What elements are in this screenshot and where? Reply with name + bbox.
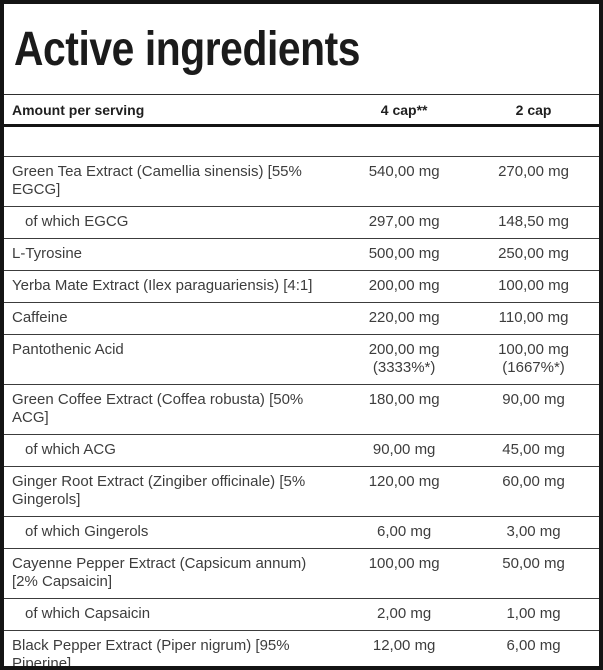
ingredient-name: Cayenne Pepper Extract (Capsicum annum) …: [4, 548, 341, 599]
amount-4cap: 200,00 mg (3333%*): [340, 334, 469, 385]
ingredient-row: Yerba Mate Extract (Ilex paraguariensis)…: [4, 270, 599, 303]
amount-2cap: 50,00 mg: [468, 548, 599, 599]
col-header-4cap: 4 cap**: [340, 94, 469, 127]
ingredient-row: of which Gingerols 6,00 mg 3,00 mg: [4, 516, 599, 549]
table-header-row: Amount per serving 4 cap** 2 cap: [4, 94, 599, 127]
amount-4cap: 297,00 mg: [340, 206, 469, 239]
amount-4cap: 6,00 mg: [340, 516, 469, 549]
ingredient-name: Black Pepper Extract (Piper nigrum) [95%…: [4, 630, 341, 666]
ingredient-row: of which ACG 90,00 mg 45,00 mg: [4, 434, 599, 467]
amount-4cap: 180,00 mg: [340, 384, 469, 435]
ingredient-row: Black Pepper Extract (Piper nigrum) [95%…: [4, 630, 599, 666]
amount-4cap: 2,00 mg: [340, 598, 469, 631]
amount-4cap: 90,00 mg: [340, 434, 469, 467]
ingredient-name: of which ACG: [4, 434, 341, 467]
ingredient-row: Pantothenic Acid 200,00 mg (3333%*) 100,0…: [4, 334, 599, 385]
amount-2cap: 45,00 mg: [468, 434, 599, 467]
ingredient-name: of which EGCG: [4, 206, 341, 239]
col-header-2cap: 2 cap: [468, 94, 599, 127]
ingredients-table: Amount per serving 4 cap** 2 cap Green T…: [4, 94, 599, 666]
amount-2cap: 1,00 mg: [468, 598, 599, 631]
ingredient-name: L-Tyrosine: [4, 238, 341, 271]
amount-4cap: 120,00 mg: [340, 466, 469, 517]
ingredient-name: Green Tea Extract (Camellia sinensis) [5…: [4, 156, 341, 207]
ingredient-row: Cayenne Pepper Extract (Capsicum annum) …: [4, 548, 599, 599]
amount-4cap: 12,00 mg: [340, 630, 469, 666]
amount-4cap: 100,00 mg: [340, 548, 469, 599]
ingredient-name: of which Gingerols: [4, 516, 341, 549]
amount-4cap: 200,00 mg: [340, 270, 469, 303]
amount-2cap: 148,50 mg: [468, 206, 599, 239]
ingredient-name: Caffeine: [4, 302, 341, 335]
amount-2cap: 60,00 mg: [468, 466, 599, 517]
ingredient-row: Green Tea Extract (Camellia sinensis) [5…: [4, 156, 599, 207]
col-header-amount-per-serving: Amount per serving: [4, 94, 341, 127]
ingredient-row: Green Coffee Extract (Coffea robusta) [5…: [4, 384, 599, 435]
amount-2cap: 3,00 mg: [468, 516, 599, 549]
amount-4cap: 540,00 mg: [340, 156, 469, 207]
ingredient-name: Yerba Mate Extract (Ilex paraguariensis)…: [4, 270, 341, 303]
ingredient-row: Caffeine 220,00 mg 110,00 mg: [4, 302, 599, 335]
spacer-cell: [4, 125, 599, 157]
amount-4cap: 220,00 mg: [340, 302, 469, 335]
page-title: Active ingredients: [14, 23, 361, 76]
ingredient-row: Ginger Root Extract (Zingiber officinale…: [4, 466, 599, 517]
ingredients-table-body: Green Tea Extract (Camellia sinensis) [5…: [4, 156, 599, 666]
amount-2cap: 100,00 mg: [468, 270, 599, 303]
amount-4cap: 500,00 mg: [340, 238, 469, 271]
amount-2cap: 270,00 mg: [468, 156, 599, 207]
spacer-row: [4, 125, 599, 157]
ingredient-row: L-Tyrosine 500,00 mg 250,00 mg: [4, 238, 599, 271]
ingredient-name: Pantothenic Acid: [4, 334, 341, 385]
amount-2cap: 250,00 mg: [468, 238, 599, 271]
ingredient-row: of which Capsaicin 2,00 mg 1,00 mg: [4, 598, 599, 631]
ingredient-name: Ginger Root Extract (Zingiber officinale…: [4, 466, 341, 517]
amount-2cap: 100,00 mg (1667%*): [468, 334, 599, 385]
amount-2cap: 110,00 mg: [468, 302, 599, 335]
amount-2cap: 6,00 mg: [468, 630, 599, 666]
panel-title-section: Active ingredients: [4, 4, 599, 94]
amount-2cap: 90,00 mg: [468, 384, 599, 435]
ingredient-row: of which EGCG 297,00 mg 148,50 mg: [4, 206, 599, 239]
ingredient-name: of which Capsaicin: [4, 598, 341, 631]
ingredient-name: Green Coffee Extract (Coffea robusta) [5…: [4, 384, 341, 435]
